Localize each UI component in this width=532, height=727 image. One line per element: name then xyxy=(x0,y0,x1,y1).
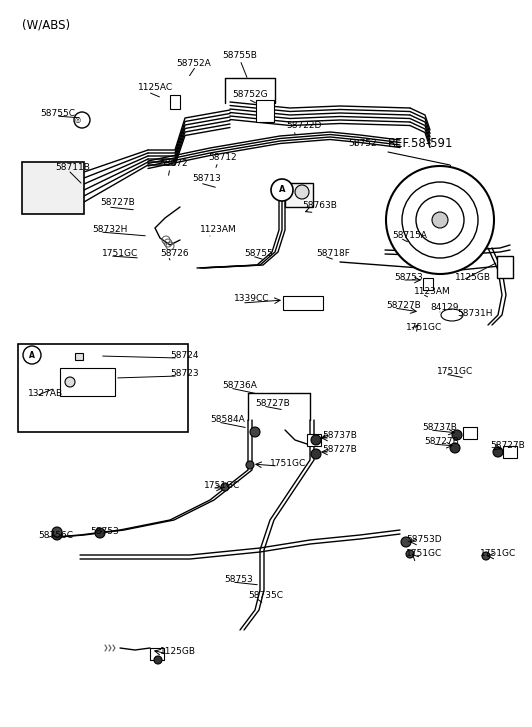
Text: 58737B: 58737B xyxy=(422,423,457,432)
Circle shape xyxy=(65,377,75,387)
Text: 58727B: 58727B xyxy=(322,445,357,454)
Text: 1751GC: 1751GC xyxy=(406,323,442,332)
Text: 1123AM: 1123AM xyxy=(414,287,451,296)
Circle shape xyxy=(311,435,321,445)
Text: 58763B: 58763B xyxy=(302,201,337,210)
Bar xyxy=(18,344,188,432)
Text: 58752A: 58752A xyxy=(176,59,211,68)
Text: 58727B: 58727B xyxy=(255,399,290,408)
Text: 58672: 58672 xyxy=(159,159,188,168)
Text: 58735C: 58735C xyxy=(248,591,283,600)
Circle shape xyxy=(246,461,254,469)
Text: 1327AB: 1327AB xyxy=(28,389,63,398)
Text: 58727B: 58727B xyxy=(386,301,421,310)
Bar xyxy=(463,427,477,439)
Text: 84129: 84129 xyxy=(430,303,459,312)
Text: 1751GC: 1751GC xyxy=(480,549,516,558)
Text: 58731H: 58731H xyxy=(457,309,493,318)
Text: 58753D: 58753D xyxy=(406,535,442,544)
Circle shape xyxy=(74,112,90,128)
Circle shape xyxy=(386,166,494,274)
Text: 58724: 58724 xyxy=(170,351,198,360)
Text: 58752: 58752 xyxy=(348,139,377,148)
Circle shape xyxy=(311,449,321,459)
Circle shape xyxy=(402,182,478,258)
Text: 1751GC: 1751GC xyxy=(204,481,240,490)
Text: 58756C: 58756C xyxy=(38,531,73,540)
Text: 58722D: 58722D xyxy=(286,121,321,130)
Circle shape xyxy=(154,656,162,664)
Circle shape xyxy=(401,537,411,547)
Text: 1751GC: 1751GC xyxy=(102,249,138,258)
Text: 1123AM: 1123AM xyxy=(200,225,237,234)
Text: 1751GC: 1751GC xyxy=(270,459,306,468)
Text: 58752G: 58752G xyxy=(232,90,268,99)
Bar xyxy=(75,353,83,360)
Bar xyxy=(503,446,517,458)
Bar xyxy=(285,183,313,207)
Text: 1125GB: 1125GB xyxy=(160,647,196,656)
Circle shape xyxy=(432,212,448,228)
Circle shape xyxy=(482,552,490,560)
Text: REF.58-591: REF.58-591 xyxy=(388,137,453,150)
Text: 1125GB: 1125GB xyxy=(455,273,491,282)
Text: A: A xyxy=(29,350,35,359)
Text: 58584A: 58584A xyxy=(210,415,245,424)
Text: 1751GC: 1751GC xyxy=(406,549,442,558)
Circle shape xyxy=(452,430,462,440)
Circle shape xyxy=(250,427,260,437)
Circle shape xyxy=(493,447,503,457)
Bar xyxy=(60,368,115,396)
Text: 1751GC: 1751GC xyxy=(437,367,473,376)
Ellipse shape xyxy=(441,309,463,321)
Text: 58726: 58726 xyxy=(160,249,189,258)
Circle shape xyxy=(295,185,309,199)
Text: 58753: 58753 xyxy=(90,527,119,536)
Circle shape xyxy=(95,528,105,538)
Text: 58727B: 58727B xyxy=(424,437,459,446)
Bar xyxy=(423,278,433,290)
Text: ◎: ◎ xyxy=(75,117,81,123)
Text: 1125AC: 1125AC xyxy=(138,83,173,92)
Text: 58727B: 58727B xyxy=(490,441,525,450)
Circle shape xyxy=(23,346,41,364)
Circle shape xyxy=(52,530,62,540)
Text: 58711B: 58711B xyxy=(55,163,90,172)
Text: 58737B: 58737B xyxy=(322,431,357,440)
Text: 58732H: 58732H xyxy=(92,225,127,234)
Text: 58718F: 58718F xyxy=(316,249,350,258)
Text: 58723: 58723 xyxy=(170,369,198,378)
Bar xyxy=(170,95,180,109)
Bar xyxy=(497,256,513,278)
Text: 58727B: 58727B xyxy=(100,198,135,207)
Bar xyxy=(256,100,274,122)
Text: A: A xyxy=(279,185,285,195)
Circle shape xyxy=(221,483,229,491)
Text: 58713: 58713 xyxy=(192,174,221,183)
Text: 58715A: 58715A xyxy=(392,231,427,240)
Bar xyxy=(307,434,321,446)
Circle shape xyxy=(450,443,460,453)
Circle shape xyxy=(416,196,464,244)
Text: (W/ABS): (W/ABS) xyxy=(22,18,70,31)
Text: 58712: 58712 xyxy=(208,153,237,162)
Circle shape xyxy=(52,527,62,537)
Text: 58736A: 58736A xyxy=(222,381,257,390)
Bar xyxy=(150,648,164,660)
Circle shape xyxy=(271,179,293,201)
Text: 1339CC: 1339CC xyxy=(234,294,270,303)
Text: 58753: 58753 xyxy=(394,273,423,282)
Text: 58755C: 58755C xyxy=(40,109,75,118)
Text: 58755B: 58755B xyxy=(222,51,257,60)
Bar xyxy=(22,162,84,214)
Bar xyxy=(283,296,323,310)
Text: 58753: 58753 xyxy=(224,575,253,584)
Text: 58755: 58755 xyxy=(244,249,273,258)
Circle shape xyxy=(406,550,414,558)
